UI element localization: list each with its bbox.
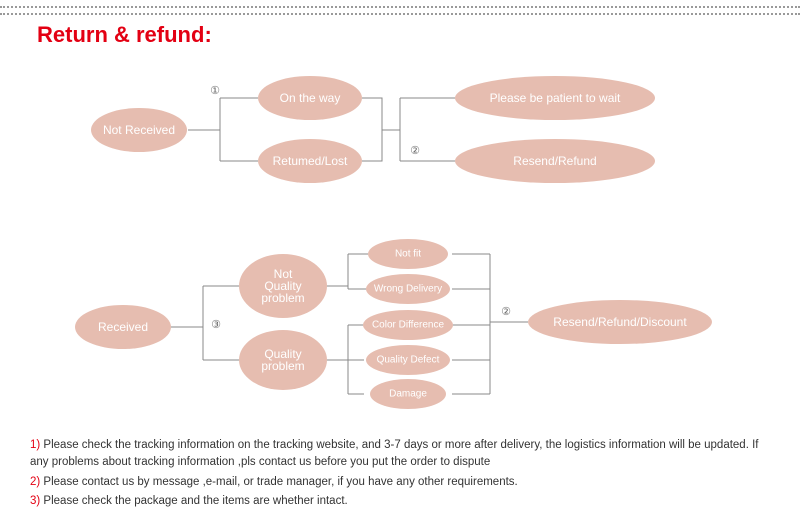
- note-text: Please check the package and the items a…: [43, 495, 347, 507]
- node-label: Retumed/Lost: [273, 154, 348, 168]
- step-label-circ2b: ②: [501, 306, 511, 318]
- dotted-top-2: [0, 13, 800, 15]
- connector: [171, 286, 239, 360]
- note-number: 3): [30, 495, 43, 507]
- node-label: Received: [98, 320, 148, 334]
- node-label: problem: [261, 359, 304, 373]
- node-label: Please be patient to wait: [490, 91, 621, 105]
- step-label-circ2: ②: [410, 145, 420, 157]
- note-line: 2) Please contact us by message ,e-mail,…: [0, 473, 800, 492]
- node-label: Resend/Refund/Discount: [553, 315, 687, 329]
- note-text: Please check the tracking information on…: [30, 439, 759, 468]
- node-label: Not Received: [103, 123, 175, 137]
- step-label-circ1: ①: [210, 85, 220, 97]
- node-label: problem: [261, 291, 304, 305]
- dotted-top: [0, 6, 800, 8]
- connector: [327, 325, 364, 394]
- page-title: Return & refund:: [37, 22, 212, 48]
- flowchart-not-received: Not Received On the way Retumed/Lost Please…: [0, 58, 800, 188]
- node-label: Wrong Delivery: [374, 284, 442, 295]
- flowchart-received: ReceivedNotQualityproblemQualityproblemN…: [0, 222, 800, 422]
- node-label: Not fit: [395, 249, 421, 260]
- connector: [327, 254, 368, 289]
- connector: [188, 98, 258, 161]
- note-number: 1): [30, 439, 43, 451]
- step-label-circ3: ③: [211, 319, 221, 331]
- connector: [362, 98, 455, 161]
- note-line: 1) Please check the tracking information…: [0, 436, 800, 473]
- note-number: 2): [30, 476, 43, 488]
- node-label: Color Difference: [372, 320, 445, 331]
- node-label: On the way: [280, 91, 341, 105]
- note-line: 3) Please check the package and the item…: [0, 492, 800, 511]
- node-label: Resend/Refund: [513, 154, 596, 168]
- notes-section: 1) Please check the tracking information…: [0, 436, 800, 511]
- node-label: Damage: [389, 389, 427, 400]
- connector: [452, 254, 528, 394]
- node-label: Quality Defect: [377, 355, 440, 366]
- note-text: Please contact us by message ,e-mail, or…: [43, 476, 517, 488]
